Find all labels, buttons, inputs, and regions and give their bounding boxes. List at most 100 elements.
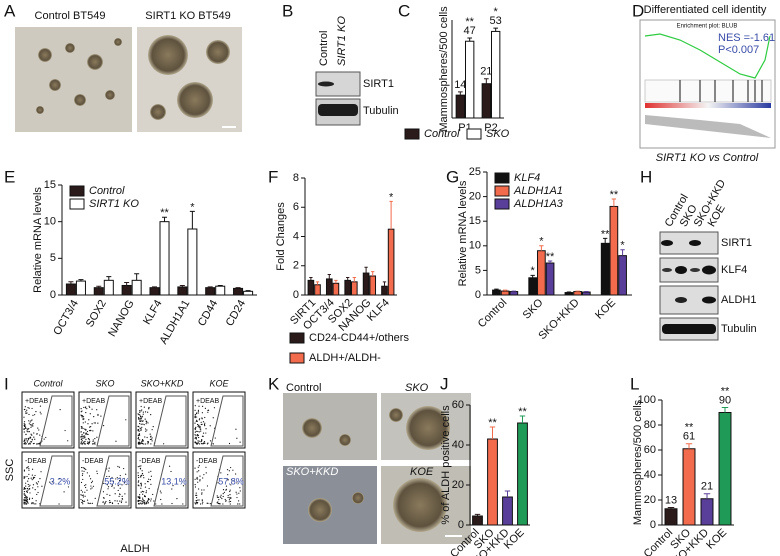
gate (210, 455, 244, 507)
facs-event (27, 431, 29, 433)
facs-event (149, 478, 151, 481)
facs-event (202, 421, 205, 423)
facs-event (119, 479, 121, 482)
facs-event (201, 489, 203, 491)
facs-event (198, 488, 200, 490)
facs-event (145, 490, 148, 492)
facs-event (139, 502, 141, 504)
y-tick-label: 60 (452, 399, 464, 411)
x-tick-label: KLF4 (141, 298, 165, 327)
panel-label: J (440, 374, 449, 393)
row-label: +DEAB (82, 398, 105, 405)
bar (517, 422, 528, 526)
facs-event (25, 411, 27, 413)
significance: ** (546, 251, 555, 263)
bar (573, 291, 582, 296)
panel-label: H (640, 167, 652, 186)
y-tick-label: 20 (452, 479, 464, 491)
facs-event (202, 477, 204, 479)
facs-event (139, 496, 141, 498)
facs-event (23, 477, 25, 479)
facs-event (140, 487, 142, 489)
x-tick-label: Control (476, 297, 510, 331)
facs-event (204, 422, 206, 424)
facs-event (182, 485, 185, 487)
error-bar (494, 288, 499, 291)
image-label: Control BT549 (35, 10, 106, 22)
facs-event (149, 433, 151, 435)
value-label: 47 (464, 25, 476, 37)
facs-event (146, 480, 149, 483)
facs-event (146, 429, 148, 431)
gate (96, 455, 130, 507)
facs-event (29, 424, 32, 426)
facs-event (27, 406, 29, 409)
facs-event (228, 470, 230, 472)
facs-event (150, 438, 153, 440)
gsea-title: Differentiated cell identity (644, 4, 767, 16)
facs-event (34, 474, 36, 477)
facs-event (116, 500, 118, 502)
facs-event (138, 433, 140, 435)
facs-event (144, 418, 146, 420)
facs-event (194, 415, 196, 417)
facs-event (31, 497, 33, 499)
row-label: -DEAB (82, 458, 104, 465)
facs-event (236, 496, 238, 499)
facs-event (81, 474, 84, 476)
facs-event (23, 470, 26, 472)
facs-event (89, 406, 91, 408)
facs-event (81, 440, 83, 442)
facs-event (239, 490, 241, 492)
facs-event (197, 441, 199, 444)
hit-track (644, 79, 772, 103)
bar (700, 498, 714, 526)
band-label: SIRT1 (363, 78, 394, 90)
legend-label: ALDH1A1 (513, 185, 563, 197)
facs-event (197, 425, 199, 427)
facs-event (23, 469, 26, 471)
facs-event (147, 502, 149, 504)
lane-label: SIRT1 KO (336, 16, 348, 66)
facs-event (108, 502, 111, 504)
value-label: 21 (701, 481, 713, 493)
error-bar (162, 216, 168, 222)
facs-event (202, 443, 204, 445)
facs-event (137, 496, 139, 498)
facs-event (219, 503, 221, 505)
panel-label: E (4, 167, 15, 186)
facs-event (82, 422, 84, 424)
micrographs (283, 393, 471, 544)
bar (465, 40, 475, 119)
facs-event (144, 428, 147, 430)
facs-event (23, 443, 25, 445)
facs-event (218, 498, 220, 501)
error-bar (457, 91, 463, 96)
facs-event (147, 500, 149, 502)
facs-event (87, 443, 90, 445)
facs-event (91, 423, 93, 425)
facs-event (203, 441, 206, 443)
facs-event (143, 406, 145, 408)
facs-event (197, 409, 200, 411)
facs-event (80, 436, 82, 438)
column-label: SKO (95, 378, 114, 388)
facs-event (195, 436, 197, 438)
facs-event (146, 436, 148, 439)
facs-event (26, 467, 28, 469)
facs-event (83, 437, 85, 439)
facs-event (86, 433, 88, 435)
facs-event (25, 485, 27, 487)
facs-event (105, 500, 107, 503)
facs-event (91, 487, 93, 489)
facs-event (230, 497, 232, 499)
error-bar (703, 493, 711, 499)
facs-event (220, 496, 222, 498)
facs-event (235, 473, 237, 475)
facs-event (194, 503, 197, 505)
facs-event (80, 443, 82, 445)
bar (332, 282, 340, 296)
facs-event (147, 499, 149, 501)
facs-event (31, 434, 33, 436)
facs-event (92, 485, 95, 487)
